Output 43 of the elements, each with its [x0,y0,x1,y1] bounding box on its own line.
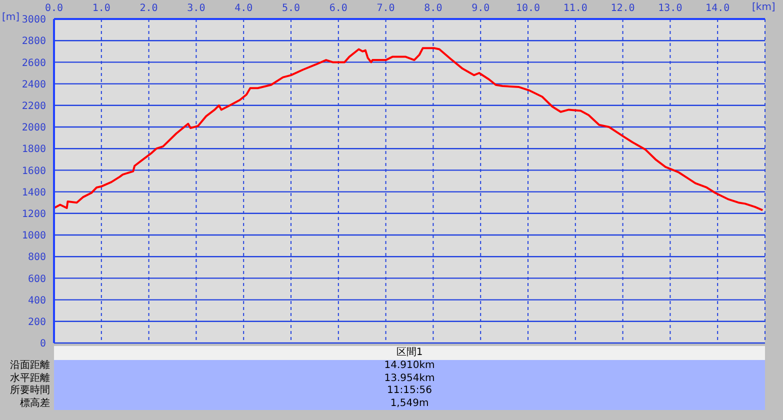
text: 13.954km [54,372,765,385]
x-tick-label: 9.0 [472,3,490,14]
y-tick-label: 800 [28,252,46,264]
y-tick-label: 1600 [22,166,46,177]
text: 所要時間 [9,385,50,398]
x-tick-label: 14.0 [706,3,730,14]
y-tick-label: 400 [28,295,46,306]
x-tick-label: 0.0 [44,3,64,14]
text: 1,549m [54,398,765,410]
y-tick-label: 2600 [22,58,46,69]
x-axis-title: [km] [752,2,776,13]
x-tick-label: 13.0 [658,3,682,14]
y-tick-label: 1000 [22,230,46,242]
x-tick-label: 7.0 [376,3,395,14]
y-tick-label: 1200 [22,208,46,220]
text: 14.910km [54,360,765,372]
text: 標高差 [19,398,50,410]
y-tick-label: 2400 [22,79,46,90]
line-series [54,47,764,212]
text: 区間1 [54,346,765,360]
x-tick-label: 10.0 [516,3,540,14]
x-tick-label: 4.0 [234,3,253,14]
x-tick-label: 11.0 [563,3,588,14]
x-tick-label: 1.0 [92,3,110,14]
y-tick-label: 1800 [22,144,46,156]
y-tick-label: 2200 [22,100,46,112]
y-tick-label: 3000 [22,14,46,26]
x-tick-label: 6.0 [329,3,348,14]
text: 水平距離 [9,372,50,384]
x-tick-label: 3.0 [187,3,206,14]
y-tick-label: 1400 [22,187,46,198]
x-tick-label: 2.0 [140,3,158,14]
y-tick-label: 600 [28,274,46,285]
x-tick-label: 5.0 [282,3,300,14]
y-tick-label: 200 [28,316,46,328]
text: 沿面距離 [9,360,50,372]
y-axis-title: [m] [2,12,20,23]
x-tick-label: 8.0 [424,3,442,14]
y-tick-label: 2000 [22,122,46,134]
text: 11:15:56 [54,385,765,398]
x-tick-label: 12.0 [610,3,635,14]
y-tick-label: 2800 [22,36,46,48]
y-tick-label: 0 [40,338,46,350]
